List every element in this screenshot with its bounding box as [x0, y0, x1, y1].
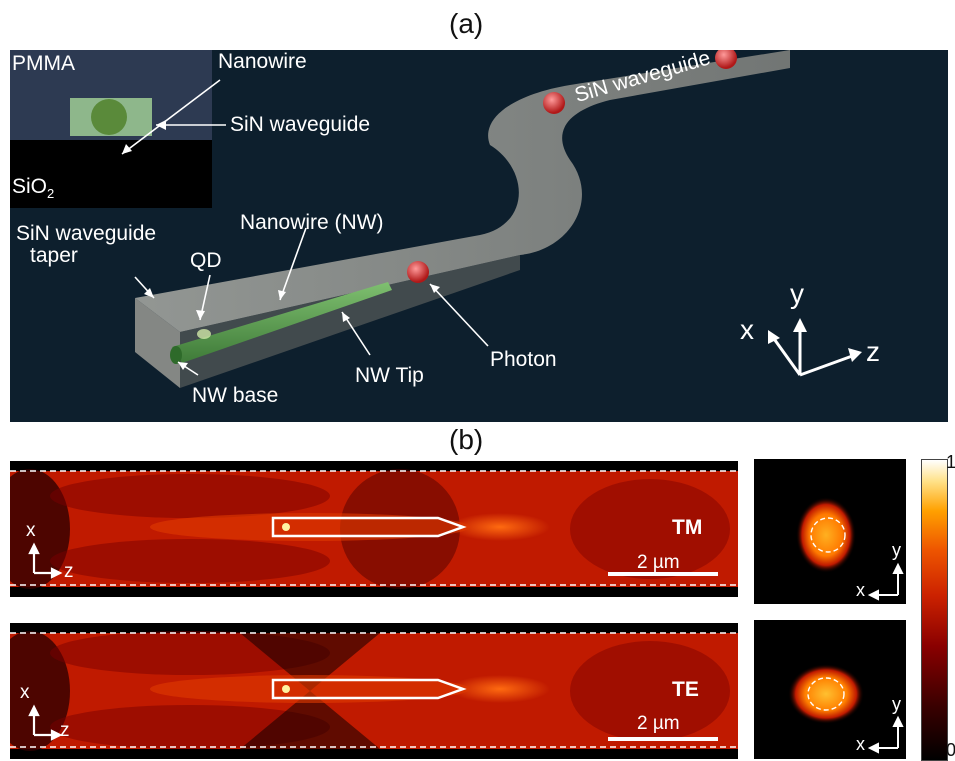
nanowire-nw-label: Nanowire (NW)	[240, 211, 384, 234]
waveguide-schematic	[134, 50, 862, 388]
inset-nanowire-label: Nanowire	[218, 50, 307, 73]
colorbar-min-label: 0	[946, 740, 955, 760]
te-axis-x: x	[20, 682, 30, 703]
photon-3	[715, 50, 737, 69]
te-cross-section	[754, 620, 906, 759]
inset-pmma-label: PMMA	[12, 52, 75, 75]
axes-triad	[770, 325, 856, 377]
inset-sio2-label: SiO2	[12, 175, 55, 202]
tm-scale-text: 2 µm	[637, 552, 680, 573]
te-cross-axis-y: y	[892, 694, 901, 714]
colorbar-max-label: 1	[946, 452, 955, 472]
tm-axis-z: z	[64, 561, 74, 582]
tm-cross-axis-x: x	[856, 580, 865, 600]
te-mode-label: TE	[672, 678, 699, 701]
inset-sin-label: SiN waveguide	[230, 113, 371, 136]
axis-x-label: x	[740, 314, 754, 345]
te-field-map	[10, 623, 738, 759]
axis-y-label: y	[790, 278, 804, 309]
photon-1	[407, 261, 429, 283]
te-nanowire-outline	[271, 678, 467, 700]
tm-nanowire-outline	[271, 516, 467, 538]
axis-z-label: z	[866, 336, 880, 367]
panel-b-label: (b)	[449, 424, 484, 455]
te-cross-axis-x: x	[856, 734, 865, 754]
tm-cross-section	[754, 459, 906, 604]
colorbar	[921, 459, 948, 761]
taper-label-line2: taper	[30, 244, 78, 267]
tm-axis-x: x	[26, 520, 36, 541]
inset-nanowire	[91, 99, 127, 135]
tm-cross-axis-y: y	[892, 540, 901, 560]
tm-field-map	[10, 461, 738, 597]
nw-tip-label: NW Tip	[355, 364, 424, 387]
panel-a-label: (a)	[449, 8, 484, 39]
cross-section-inset	[10, 50, 212, 208]
inset-arrows	[121, 79, 226, 155]
nw-base-label: NW base	[192, 384, 279, 407]
qd-marker	[197, 329, 211, 339]
waveguide-body	[135, 50, 790, 332]
photon-2	[543, 92, 565, 114]
taper-label-line1: SiN waveguide	[16, 222, 157, 245]
nanowire-base	[170, 346, 182, 364]
tm-mode-label: TM	[672, 516, 703, 539]
photon-label: Photon	[490, 348, 557, 371]
te-scale-text: 2 µm	[637, 713, 680, 734]
waveguide-end-face	[135, 298, 180, 388]
qd-label: QD	[190, 249, 222, 272]
te-axis-z: z	[60, 720, 70, 741]
nanowire-shape	[172, 282, 392, 363]
